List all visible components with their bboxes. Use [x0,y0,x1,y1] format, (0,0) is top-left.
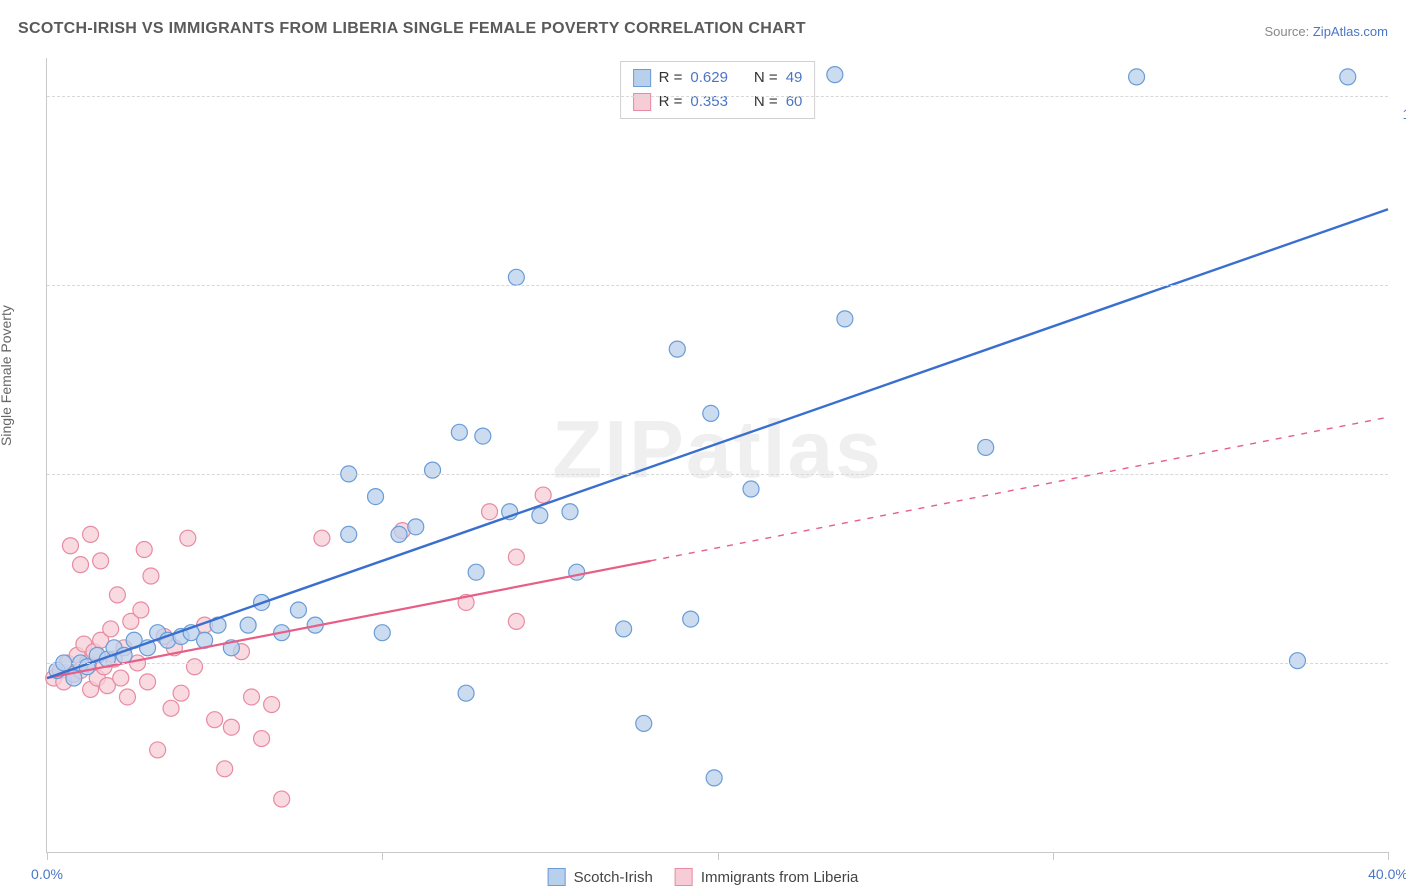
gridline-h [47,474,1388,475]
legend-row-blue: R = 0.629 N = 49 [633,66,803,90]
source-label: Source: ZipAtlas.com [1264,24,1388,39]
legend-swatch-blue-icon [548,868,566,886]
r-prefix: R = [659,90,683,114]
n-prefix: N = [754,90,778,114]
legend-swatch-blue [633,69,651,87]
x-tick [382,852,383,860]
source-prefix: Source: [1264,24,1312,39]
series-legend: Scotch-Irish Immigrants from Liberia [548,868,859,886]
gridline-h [47,663,1388,664]
legend-swatch-pink-icon [675,868,693,886]
correlation-legend: R = 0.629 N = 49 R = 0.353 N = 60 [620,61,816,119]
r-value-pink: 0.353 [690,90,728,114]
n-prefix: N = [754,66,778,90]
gridline-h [47,285,1388,286]
x-tick-label: 0.0% [31,866,63,882]
x-tick-label: 40.0% [1368,866,1406,882]
r-prefix: R = [659,66,683,90]
gridline-h [47,96,1388,97]
y-tick-label: 100.0% [1403,106,1406,122]
y-axis-label: Single Female Poverty [0,305,14,446]
legend-row-pink: R = 0.353 N = 60 [633,90,803,114]
chart-plot-area: ZIPatlas R = 0.629 N = 49 R = 0.353 N = … [46,58,1388,853]
source-link[interactable]: ZipAtlas.com [1313,24,1388,39]
x-tick [1053,852,1054,860]
legend-label-pink: Immigrants from Liberia [701,869,859,886]
chart-title: SCOTCH-IRISH VS IMMIGRANTS FROM LIBERIA … [18,20,806,38]
x-tick [47,852,48,860]
legend-label-blue: Scotch-Irish [574,869,653,886]
r-value-blue: 0.629 [690,66,728,90]
n-value-pink: 60 [786,90,803,114]
x-tick [1388,852,1389,860]
legend-item-blue: Scotch-Irish [548,868,653,886]
legend-item-pink: Immigrants from Liberia [675,868,859,886]
x-tick [718,852,719,860]
scatter-plot-svg [47,58,1388,852]
n-value-blue: 49 [786,66,803,90]
